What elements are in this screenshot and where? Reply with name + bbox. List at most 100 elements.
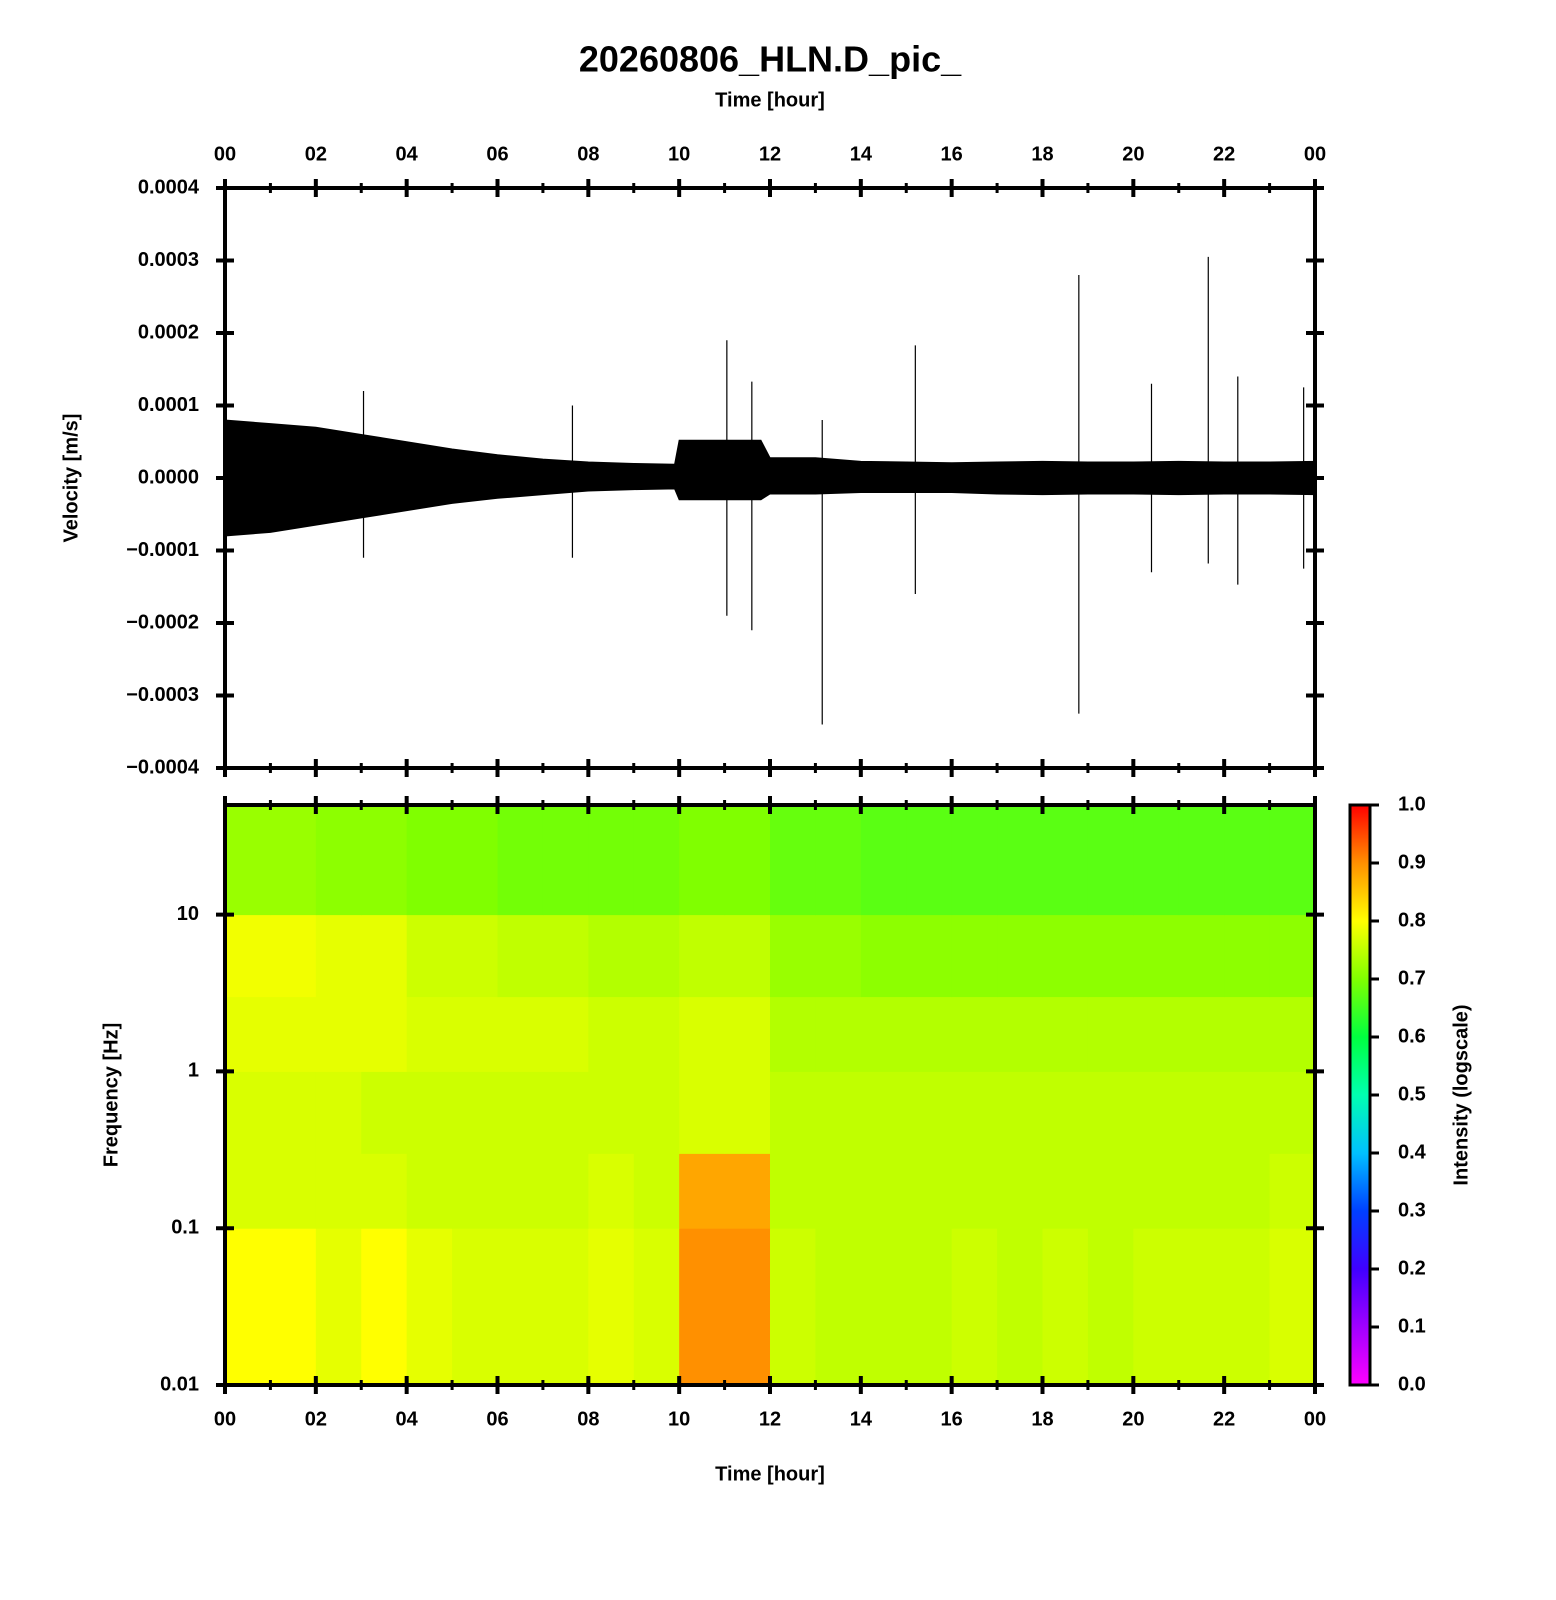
heatmap-cell	[497, 914, 544, 998]
heatmap-cell	[815, 1228, 862, 1386]
x-tick-label: 00	[1304, 143, 1326, 165]
heatmap-cell	[860, 1071, 907, 1154]
heatmap-cell	[452, 996, 498, 1072]
colorbar-label: Intensity (logscale)	[1450, 1004, 1472, 1185]
heatmap-cell	[406, 914, 453, 998]
heatmap-cell	[1087, 996, 1134, 1072]
x-tick-label: 10	[668, 143, 690, 165]
heatmap-cell	[452, 1153, 498, 1229]
x-tick-label: 00	[214, 143, 236, 165]
heatmap-cell	[951, 914, 998, 998]
x-tick-label: 06	[486, 143, 508, 165]
x-tick-label: 00	[214, 1408, 236, 1430]
heatmap-cell	[315, 805, 362, 916]
heatmap-cell	[951, 805, 998, 916]
heatmap-cell	[406, 1071, 453, 1154]
heatmap-cell	[770, 1153, 816, 1229]
x-tick-label: 18	[1031, 1408, 1053, 1430]
heatmap-cell	[315, 1153, 362, 1229]
x-tick-label: 12	[759, 143, 781, 165]
y-tick-label: 0.0002	[138, 321, 199, 343]
heatmap-cell	[815, 1071, 862, 1154]
y-tick-label: −0.0002	[126, 611, 199, 633]
x-tick-label: 02	[305, 1408, 327, 1430]
heatmap-cell	[860, 1153, 907, 1229]
heatmap-cell	[361, 1153, 408, 1229]
heatmap-cell	[225, 1071, 271, 1154]
x-tick-label: 08	[577, 1408, 599, 1430]
colorbar-tick-label: 0.2	[1398, 1257, 1426, 1279]
heatmap-cell	[860, 914, 907, 998]
chart-title: 20260806_HLN.D_pic_	[579, 39, 962, 80]
heatmap-cell	[951, 1228, 998, 1386]
heatmap-cell	[225, 1228, 271, 1386]
x-tick-label: 12	[759, 1408, 781, 1430]
x-tick-label: 20	[1122, 1408, 1144, 1430]
heatmap-cell	[270, 996, 317, 1072]
colorbar-tick-label: 0.1	[1398, 1315, 1426, 1337]
heatmap-cell	[1269, 914, 1316, 998]
heatmap-cell	[1178, 996, 1225, 1072]
heatmap-cell	[951, 1071, 998, 1154]
heatmap-cell	[1224, 1071, 1271, 1154]
colorbar-tick-label: 0.9	[1398, 851, 1426, 873]
heatmap-cell	[497, 1153, 544, 1229]
heatmap-cell	[860, 1228, 907, 1386]
heatmap-cell	[270, 1153, 317, 1229]
heatmap-cell	[1042, 914, 1089, 998]
heatmap-cell	[1178, 805, 1225, 916]
y-tick-label: 0.0004	[138, 176, 200, 198]
heatmap-cell	[542, 1228, 589, 1386]
x-axis-label: Time [hour]	[715, 89, 825, 111]
heatmap-cell	[1042, 1228, 1089, 1386]
heatmap-cell	[633, 914, 680, 998]
heatmap-cell	[452, 1228, 498, 1386]
heatmap-cell	[906, 1228, 953, 1386]
heatmap-cell	[1133, 805, 1180, 916]
heatmap-cell	[270, 914, 317, 998]
heatmap-cell	[633, 1153, 680, 1229]
heatmap-cell	[588, 805, 635, 916]
heatmap-cell	[270, 1071, 317, 1154]
heatmap-cell	[1178, 1153, 1225, 1229]
heatmap-cell	[679, 1071, 726, 1154]
heatmap-cell	[679, 1153, 726, 1229]
heatmap-cell	[361, 996, 408, 1072]
heatmap-cell	[1042, 996, 1089, 1072]
heatmap-cell	[1269, 1153, 1316, 1229]
heatmap-cell	[1042, 1071, 1089, 1154]
heatmap-cell	[1133, 914, 1180, 998]
heatmap-cell	[497, 1071, 544, 1154]
heatmap-cell	[315, 1228, 362, 1386]
plot-frame	[223, 803, 1317, 1387]
heatmap-cell	[315, 914, 362, 998]
x-tick-label: 08	[577, 143, 599, 165]
plot-frame	[223, 186, 1317, 770]
heatmap-cell	[1133, 1071, 1180, 1154]
colorbar-tick-label: 0.7	[1398, 967, 1426, 989]
x-tick-label: 02	[305, 143, 327, 165]
heatmap-cell	[588, 1071, 635, 1154]
colorbar-tick-label: 0.0	[1398, 1373, 1426, 1395]
heatmap-cell	[1178, 1071, 1225, 1154]
heatmap-cell	[542, 1153, 589, 1229]
heatmap-cell	[588, 914, 635, 998]
heatmap-cell	[542, 914, 589, 998]
x-tick-label: 00	[1304, 1408, 1326, 1430]
x-tick-label: 20	[1122, 143, 1144, 165]
x-tick-label: 16	[941, 1408, 963, 1430]
heatmap-cell	[679, 914, 726, 998]
heatmap-cell	[361, 1228, 408, 1386]
heatmap-cell	[588, 1153, 635, 1229]
envelope	[224, 477, 1316, 537]
x-tick-label: 04	[396, 1408, 419, 1430]
heatmap-cell	[588, 996, 635, 1072]
heatmap-cell	[997, 914, 1043, 998]
heatmap-cell	[270, 805, 317, 916]
heatmap-cell	[588, 1228, 635, 1386]
heatmap-cell	[633, 996, 680, 1072]
x-axis-label: Time [hour]	[715, 1463, 825, 1485]
heatmap-cell	[633, 805, 680, 916]
colorbar-tick-label: 0.5	[1398, 1083, 1426, 1105]
